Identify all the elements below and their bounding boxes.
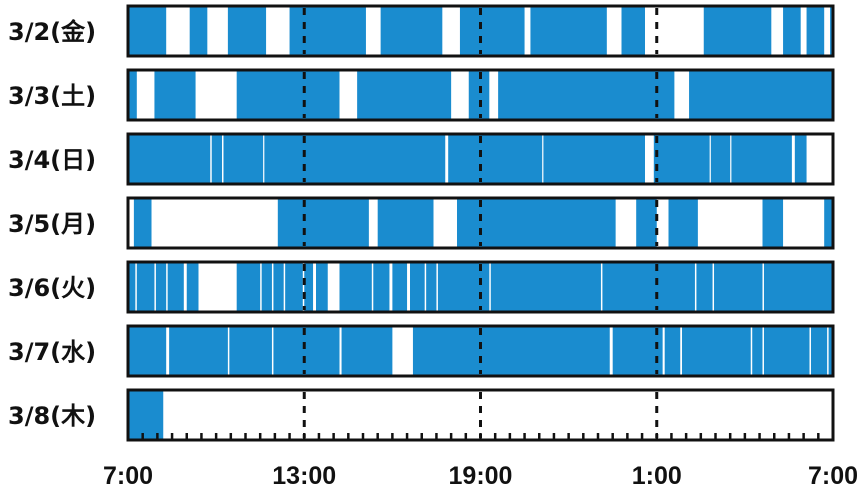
day-label: 3/6(火) bbox=[8, 274, 96, 302]
activity-gap bbox=[709, 134, 711, 184]
activity-gap bbox=[445, 134, 449, 184]
activity-segment bbox=[806, 6, 825, 56]
activity-segment bbox=[703, 6, 772, 56]
activity-gap bbox=[389, 262, 393, 312]
activity-segment bbox=[636, 198, 657, 248]
activity-gap bbox=[166, 262, 168, 312]
activity-gap bbox=[371, 262, 374, 312]
activity-gap bbox=[154, 262, 156, 312]
activity-gap bbox=[210, 134, 212, 184]
activity-gap bbox=[609, 326, 613, 376]
activity-gap bbox=[263, 134, 265, 184]
day-label: 3/5(月) bbox=[8, 210, 96, 238]
activity-segment bbox=[128, 390, 164, 440]
activity-gap bbox=[730, 134, 732, 184]
activity-gap bbox=[827, 326, 829, 376]
activity-segment bbox=[380, 6, 443, 56]
activity-gap bbox=[227, 326, 230, 376]
activity-gap bbox=[600, 262, 603, 312]
activity-segment bbox=[133, 198, 152, 248]
day-label: 3/8(木) bbox=[8, 402, 96, 430]
activity-segment bbox=[277, 198, 369, 248]
row-frame bbox=[126, 4, 835, 58]
activity-gap bbox=[271, 326, 274, 376]
activity-segment bbox=[762, 198, 784, 248]
activity-gap bbox=[271, 262, 274, 312]
x-tick-label: 13:00 bbox=[272, 462, 336, 490]
day-label: 3/2(金) bbox=[8, 18, 96, 46]
day-label: 3/3(土) bbox=[8, 82, 96, 110]
activity-segment bbox=[468, 70, 490, 120]
activity-segment bbox=[236, 70, 340, 120]
row-frame bbox=[126, 68, 835, 122]
activity-gap bbox=[762, 326, 764, 376]
activity-segment bbox=[154, 70, 196, 120]
activity-gap bbox=[166, 326, 170, 376]
activity-segment bbox=[530, 6, 607, 56]
activity-gap bbox=[135, 262, 137, 312]
activity-segment bbox=[128, 70, 137, 120]
x-tick-label: 7:00 bbox=[103, 462, 153, 490]
activity-segment bbox=[668, 198, 698, 248]
activity-gap bbox=[712, 262, 715, 312]
activity-gap bbox=[424, 262, 427, 312]
activity-gap bbox=[327, 262, 340, 312]
activity-segment bbox=[783, 6, 801, 56]
activity-gap bbox=[198, 262, 237, 312]
activity-gap bbox=[313, 262, 316, 312]
activity-segment bbox=[459, 6, 525, 56]
x-tick-label: 7:00 bbox=[808, 462, 858, 490]
activity-gap bbox=[183, 262, 187, 312]
activity-segment bbox=[289, 6, 366, 56]
activity-segment bbox=[457, 198, 616, 248]
activity-gap bbox=[680, 326, 683, 376]
row-frame bbox=[126, 132, 835, 186]
activity-gap bbox=[750, 326, 753, 376]
activity-gap bbox=[260, 262, 262, 312]
activity-gap bbox=[489, 262, 491, 312]
activity-gap bbox=[302, 262, 305, 312]
activity-gap bbox=[694, 262, 697, 312]
activity-gap bbox=[392, 326, 413, 376]
activity-segment bbox=[824, 198, 833, 248]
row-frame bbox=[126, 260, 835, 314]
activity-gap bbox=[542, 134, 544, 184]
day-label: 3/7(水) bbox=[8, 338, 96, 366]
activity-gap bbox=[662, 326, 665, 376]
activity-gap bbox=[791, 134, 795, 184]
x-tick-label: 1:00 bbox=[632, 462, 682, 490]
activity-segment bbox=[227, 6, 267, 56]
row-frame bbox=[126, 196, 835, 250]
row-frame bbox=[126, 324, 835, 378]
activity-segment bbox=[128, 6, 167, 56]
day-label: 3/4(日) bbox=[8, 146, 96, 174]
activity-gap bbox=[436, 262, 438, 312]
activity-gap bbox=[645, 134, 654, 184]
activity-gap bbox=[407, 262, 410, 312]
activity-gap bbox=[339, 326, 342, 376]
x-tick-label: 19:00 bbox=[449, 462, 513, 490]
activity-segment bbox=[189, 6, 208, 56]
activity-segment bbox=[357, 70, 452, 120]
activity-gap bbox=[809, 326, 811, 376]
activity-gap bbox=[806, 134, 833, 184]
activity-segment bbox=[377, 198, 434, 248]
activity-segment bbox=[498, 70, 675, 120]
activity-gap bbox=[283, 262, 286, 312]
activity-gap bbox=[222, 134, 224, 184]
activity-segment bbox=[621, 6, 645, 56]
activity-segment bbox=[689, 70, 833, 120]
activity-gap bbox=[762, 262, 764, 312]
